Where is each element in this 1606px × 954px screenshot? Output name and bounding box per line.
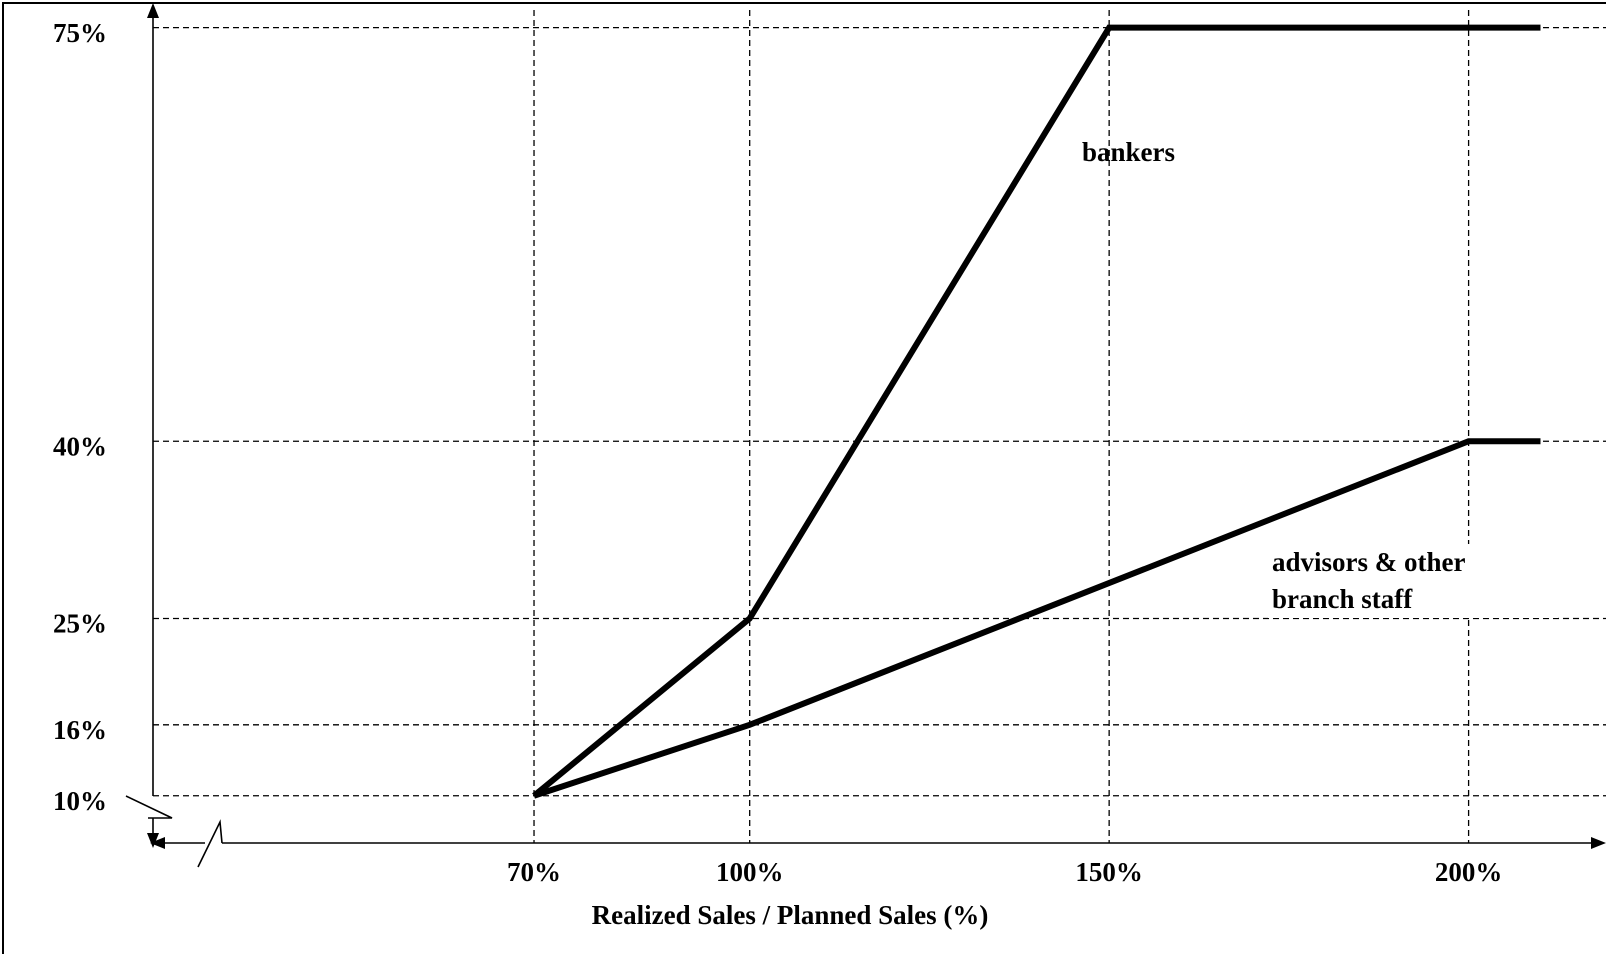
y-axis-arrow-bottom (147, 833, 159, 848)
series-label: advisors & other branch staff (1268, 544, 1558, 618)
lines (532, 24, 1541, 799)
x-axis-arrow (1591, 837, 1606, 849)
series-line (532, 24, 1541, 799)
y-tick-label: 10% (53, 786, 107, 816)
x-tick-label: 200% (1435, 857, 1503, 887)
y-tick-label: 40% (53, 431, 107, 461)
grid (153, 10, 1606, 843)
y-tick-label: 25% (53, 609, 107, 639)
x-tick-label: 150% (1075, 857, 1143, 887)
y-tick-label: 16% (53, 715, 107, 745)
x-axis-arrow-left (150, 837, 165, 849)
x-axis-break (197, 819, 223, 868)
axes (125, 3, 1606, 868)
y-tick-label: 75% (53, 18, 107, 48)
series-label: bankers (1082, 137, 1176, 167)
y-axis-arrow (147, 3, 159, 18)
x-tick-label: 70% (507, 857, 561, 887)
y-axis-break (125, 795, 173, 819)
x-tick-label: 100% (716, 857, 784, 887)
x-axis-title: Realized Sales / Planned Sales (%) (592, 900, 989, 930)
series-line (533, 438, 1541, 799)
